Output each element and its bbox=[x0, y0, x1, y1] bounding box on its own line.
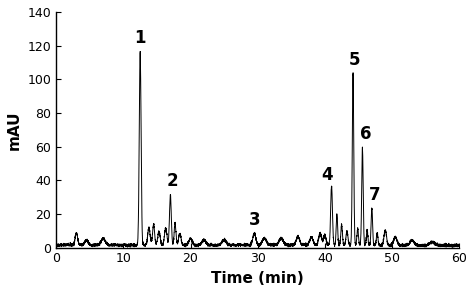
Text: 1: 1 bbox=[135, 29, 146, 47]
Text: 5: 5 bbox=[348, 51, 360, 69]
X-axis label: Time (min): Time (min) bbox=[211, 271, 304, 286]
Y-axis label: mAU: mAU bbox=[7, 110, 22, 149]
Text: 7: 7 bbox=[369, 186, 381, 204]
Text: 2: 2 bbox=[166, 172, 178, 190]
Text: 4: 4 bbox=[321, 166, 333, 184]
Text: 6: 6 bbox=[360, 125, 372, 143]
Text: 3: 3 bbox=[248, 211, 260, 229]
